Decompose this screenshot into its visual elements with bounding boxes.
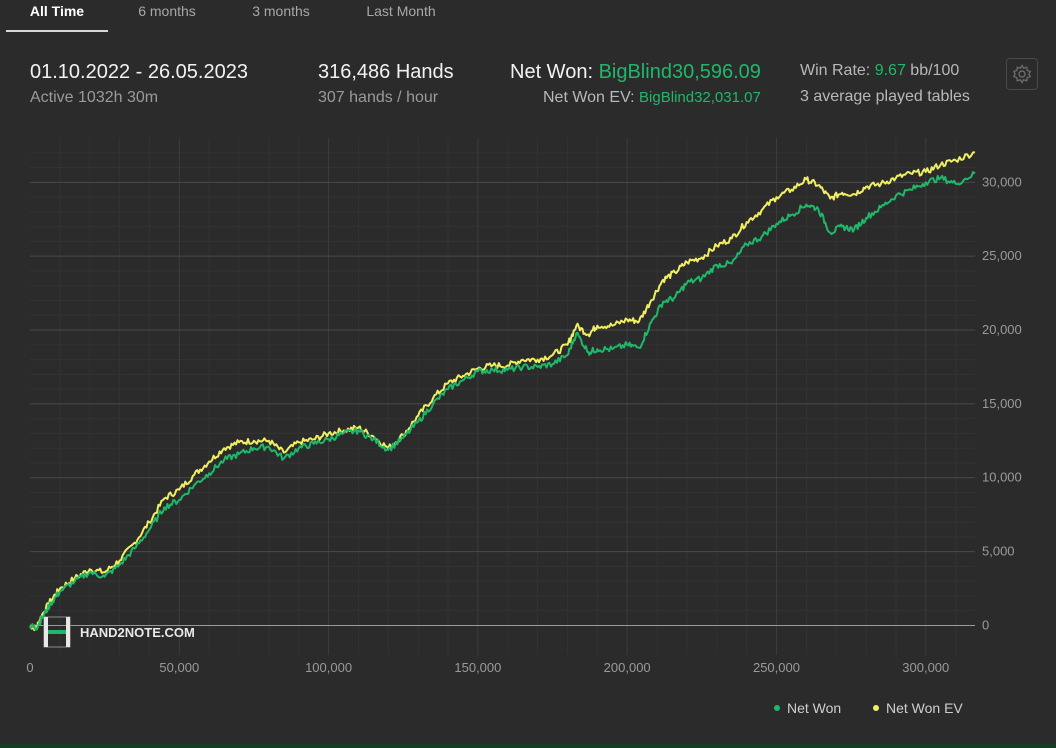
hand2note-logo-icon: [43, 616, 71, 648]
chart-series: [29, 151, 976, 632]
y-tick-label: 30,000: [982, 174, 1022, 189]
tab-all-time[interactable]: All Time: [6, 0, 108, 32]
net-won-ev-label: Net Won EV:: [543, 89, 635, 106]
avg-tables: 3 average played tables: [800, 88, 970, 105]
tab-3-months[interactable]: 3 months: [252, 3, 310, 19]
win-rate: Win Rate: 9.67 bb/100: [800, 62, 959, 80]
gear-icon: [1012, 64, 1032, 84]
y-tick-label: 0: [982, 617, 989, 632]
active-time: Active 1032h 30m: [30, 89, 159, 106]
x-tick-label: 50,000: [159, 660, 199, 675]
series-line-net-won: [29, 171, 976, 631]
net-won-chart: 0 5,000 10,000 15,000 20,000 25,000 30,000 0 50,…: [26, 138, 1022, 675]
win-rate-unit: bb/100: [910, 62, 960, 79]
net-won-value: BigBlind30,596.09: [598, 61, 761, 83]
period-tabs: All Time 6 months 3 months Last Month: [0, 0, 1056, 33]
legend-net-won-marker: [774, 705, 780, 712]
win-rate-value: 9.67: [874, 62, 906, 79]
net-won-ev-value: BigBlind32,031.07: [639, 89, 761, 106]
x-tick-label: 250,000: [753, 660, 800, 675]
date-range: 01.10.2022 - 26.05.2023: [30, 61, 248, 83]
settings-button[interactable]: [1006, 58, 1038, 90]
x-tick-label: 300,000: [902, 660, 949, 675]
tab-6-months[interactable]: 6 months: [138, 3, 196, 19]
legend-net-won-ev-marker: [873, 705, 879, 712]
x-tick-label: 200,000: [604, 660, 651, 675]
win-rate-label: Win Rate:: [800, 62, 871, 79]
y-tick-label: 20,000: [982, 322, 1022, 337]
legend-net-won[interactable]: Net Won: [774, 700, 841, 716]
hands-per-hour: 307 hands / hour: [318, 89, 439, 106]
series-line-net-won-ev: [29, 151, 976, 632]
legend-net-won-label: Net Won: [787, 700, 842, 716]
y-tick-label: 10,000: [982, 470, 1022, 485]
legend-net-won-ev-label: Net Won EV: [886, 700, 963, 716]
net-won: Net Won: BigBlind30,596.09: [510, 61, 761, 84]
hands-count: 316,486 Hands: [318, 61, 454, 83]
y-tick-label: 5,000: [982, 544, 1015, 559]
chart-grid: [30, 138, 975, 655]
x-tick-label: 150,000: [454, 660, 501, 675]
legend-net-won-ev[interactable]: Net Won EV: [873, 700, 963, 716]
chart-ticks: 0 5,000 10,000 15,000 20,000 25,000 30,000 0 50,…: [26, 174, 1021, 675]
x-tick-label: 100,000: [305, 660, 352, 675]
bottom-border: [0, 744, 1056, 748]
net-won-ev: Net Won EV: BigBlind32,031.07: [543, 89, 761, 107]
watermark-text: HAND2NOTE.COM: [80, 625, 195, 640]
y-tick-label: 25,000: [982, 248, 1022, 263]
x-tick-label: 0: [26, 660, 33, 675]
tab-last-month[interactable]: Last Month: [366, 3, 436, 19]
watermark: HAND2NOTE.COM: [43, 616, 195, 648]
y-tick-label: 15,000: [982, 396, 1022, 411]
net-won-label: Net Won:: [510, 61, 593, 83]
